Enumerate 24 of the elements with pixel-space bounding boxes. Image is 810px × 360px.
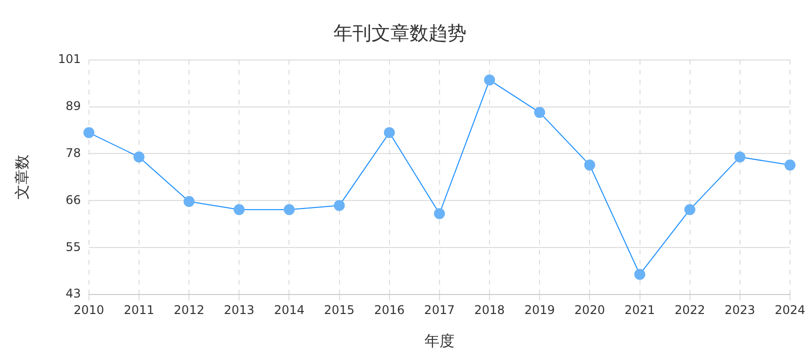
y-tick-label: 78 — [66, 146, 81, 160]
x-tick-label: 2013 — [224, 302, 254, 317]
y-tick-label: 101 — [58, 52, 81, 66]
x-tick-label: 2020 — [574, 302, 605, 317]
y-tick-label: 55 — [66, 240, 81, 254]
y-tick-label: 43 — [66, 286, 81, 301]
x-tick-label: 2017 — [424, 302, 455, 317]
x-tick-label: 2022 — [674, 302, 706, 317]
x-tick-label: 2014 — [274, 302, 304, 317]
x-tick-label: 2010 — [74, 302, 104, 317]
x-tick-label: 2024 — [774, 302, 806, 317]
y-tick-label: 66 — [66, 192, 81, 207]
x-tick-label: 2016 — [374, 302, 405, 317]
x-axis-title: 年度 — [424, 332, 454, 350]
x-tick-label: 2015 — [324, 302, 355, 317]
x-tick-label: 2018 — [474, 302, 505, 317]
y-axis-title: 文章数 — [12, 154, 31, 200]
y-tick-label: 89 — [66, 98, 81, 113]
x-tick-label: 2019 — [524, 302, 555, 317]
x-tick-label: 2021 — [624, 302, 656, 317]
x-tick-label: 2011 — [124, 302, 154, 317]
x-tick-label: 2023 — [724, 302, 756, 317]
x-tick-label: 2012 — [174, 302, 204, 317]
chart-title: 年刊文章数趋势 — [334, 22, 466, 44]
